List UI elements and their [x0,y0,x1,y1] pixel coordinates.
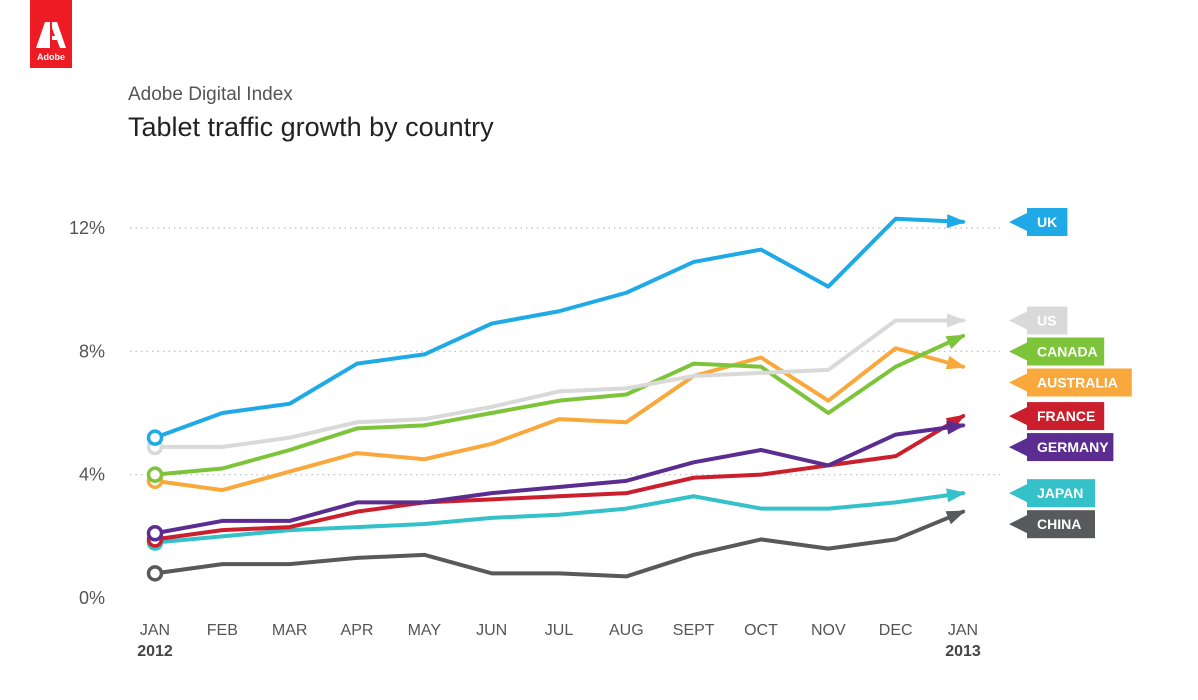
series-end-arrow-australia [945,355,966,370]
series-end-arrow-china [945,510,966,525]
legend-pointer [1009,311,1027,330]
legend-box [1027,433,1114,462]
series-end-arrow-canada [945,334,966,349]
x-tick-label: AUG [609,622,644,639]
series-start-marker-china [146,565,164,582]
series-end-arrow-germany [946,420,966,435]
x-tick-label: JAN [948,622,978,639]
x-tick-label: DEC [879,622,913,639]
x-tick-label: MAR [272,622,308,639]
legend-label: US [1037,313,1056,329]
x-tick-label: APR [341,622,374,639]
x-tick-label: MAY [408,622,442,639]
legend-pointer [1009,213,1027,231]
x-tick-label: NOV [811,622,846,639]
legend-tag-canada: CANADA [1009,337,1105,366]
x-tick-label: JAN [140,622,170,639]
grid [130,227,1000,476]
legend-box [1027,208,1068,236]
y-tick-label: 12% [69,218,105,238]
legend-tag-us: US [1009,306,1068,335]
x-tick-label: SEPT [673,622,715,639]
legend-label: AUSTRALIA [1037,375,1118,391]
legend-pointer [1009,407,1027,426]
legend-tag-uk: UK [1009,208,1068,236]
x-axis: JAN FEB MAR APR MAY JUN JUL AUG SEPT OCT NOV DEC JAN… [137,622,981,660]
series-start-marker-uk [146,429,164,446]
legend-box [1027,368,1132,397]
legend-tag-germany: GERMANY [1009,433,1114,462]
legend-label: CHINA [1037,516,1081,532]
x-year-label: 2012 [137,643,173,660]
legend-pointer [1009,515,1027,534]
legend-label: GERMANY [1037,439,1109,455]
chart-subtitle: Adobe Digital Index [128,84,293,105]
legend-pointer [1009,373,1027,392]
legend-label: FRANCE [1037,408,1095,424]
x-tick-label: OCT [744,622,778,639]
legend-label: CANADA [1037,344,1098,360]
legend-tag-china: CHINA [1009,510,1095,539]
chart-title: Tablet traffic growth by country [128,112,494,142]
legend: UK US CANADA AUSTRALIA FRANCE GERMANY JAPAN CHI… [1009,208,1132,539]
legend-tag-australia: AUSTRALIA [1009,368,1132,397]
logo-text: Adobe [37,52,65,62]
legend-box [1027,402,1105,431]
x-tick-label: FEB [207,622,238,639]
series-end-arrow-us [947,313,966,328]
series-lines [146,214,966,582]
x-tick-label: JUL [545,622,574,639]
x-tick-label: JUN [476,622,507,639]
y-tick-label: 8% [79,341,105,361]
legend-pointer [1009,342,1027,361]
series-line-china [153,509,965,579]
series-end-arrow-uk [946,214,966,229]
series-start-marker-canada [146,466,164,483]
legend-pointer [1009,438,1027,457]
series-line-australia [153,346,965,493]
legend-box [1027,337,1105,366]
series-line-japan [153,491,965,545]
y-tick-label: 0% [79,588,105,608]
adobe-logo: Adobe [30,0,72,68]
y-axis: 0% 4% 8% 12% [69,218,105,608]
legend-tag-japan: JAPAN [1009,479,1095,508]
series-start-marker-germany [146,525,164,542]
adobe-a-icon [36,22,66,48]
legend-box [1027,510,1095,539]
series-end-arrow-japan [946,488,966,503]
legend-box [1027,479,1095,508]
legend-pointer [1009,484,1027,503]
legend-label: JAPAN [1037,485,1083,501]
series-line-germany [153,423,965,536]
legend-tag-france: FRANCE [1009,402,1105,431]
series-line-canada [153,333,965,477]
y-tick-label: 4% [79,465,105,485]
series-line-us [153,318,965,449]
legend-label: UK [1037,214,1057,230]
x-year-label: 2013 [945,643,981,660]
series-line-uk [153,216,965,440]
legend-box [1027,306,1068,335]
